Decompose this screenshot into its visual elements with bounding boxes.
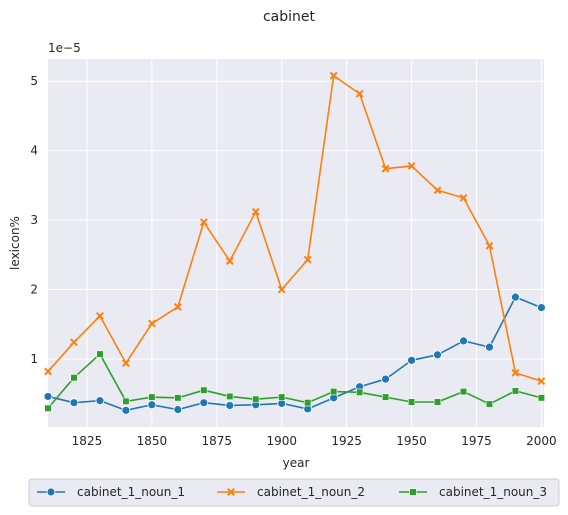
data-point bbox=[43, 392, 53, 401]
y-offset-label: 1e−5 bbox=[48, 41, 81, 55]
data-point bbox=[459, 336, 468, 346]
data-point bbox=[407, 398, 416, 406]
data-point bbox=[511, 387, 520, 395]
legend-item-2: cabinet_1_noun_2 bbox=[217, 485, 365, 499]
data-point bbox=[407, 162, 416, 170]
legend-item-3: cabinet_1_noun_3 bbox=[399, 485, 547, 499]
legend-box bbox=[28, 478, 560, 507]
data-point bbox=[511, 368, 520, 377]
series-cabinet_1_noun_3 bbox=[44, 350, 546, 412]
data-point bbox=[173, 302, 182, 311]
y-tick-label: 2 bbox=[30, 283, 38, 297]
legend-marker bbox=[227, 488, 235, 496]
series-cabinet_1_noun_2 bbox=[44, 71, 546, 386]
x-axis-ticks: 1825 1850 1875 1900 1925 1950 1975 2000 bbox=[72, 434, 557, 448]
series-layer bbox=[43, 71, 546, 415]
x-tick-label: 1825 bbox=[72, 434, 103, 448]
data-point bbox=[303, 255, 312, 264]
legend-item-1: cabinet_1_noun_1 bbox=[37, 485, 185, 499]
data-point bbox=[381, 393, 390, 401]
data-point bbox=[44, 367, 52, 376]
data-point bbox=[433, 186, 442, 195]
x-tick-label: 1850 bbox=[137, 434, 168, 448]
data-point bbox=[485, 342, 494, 352]
data-point bbox=[70, 338, 78, 347]
data-point bbox=[44, 404, 52, 412]
legend-items: cabinet_1_noun_1 cabinet_1_noun_2 cabinet_… bbox=[37, 485, 547, 499]
data-point bbox=[147, 400, 157, 410]
data-point bbox=[121, 359, 130, 368]
data-point bbox=[251, 207, 260, 216]
data-point bbox=[511, 292, 520, 302]
data-point bbox=[433, 350, 442, 360]
data-point bbox=[147, 319, 156, 328]
data-point bbox=[485, 241, 494, 250]
data-point bbox=[174, 394, 182, 402]
legend-marker bbox=[46, 487, 56, 497]
data-point bbox=[200, 386, 208, 394]
data-point bbox=[225, 401, 235, 410]
data-point bbox=[459, 193, 468, 202]
legend-label: cabinet_1_noun_3 bbox=[439, 485, 547, 499]
data-point bbox=[95, 396, 105, 406]
y-tick-label: 1 bbox=[30, 352, 38, 366]
x-tick-label: 1900 bbox=[266, 434, 297, 448]
series-line bbox=[47, 353, 542, 409]
data-point bbox=[199, 398, 209, 408]
legend-marker bbox=[409, 488, 417, 496]
y-tick-label: 3 bbox=[30, 213, 38, 227]
y-tick-label: 4 bbox=[30, 144, 38, 158]
data-point bbox=[459, 387, 468, 396]
data-point bbox=[69, 398, 79, 408]
x-tick-label: 1950 bbox=[396, 434, 427, 448]
series-line bbox=[47, 296, 542, 412]
data-point bbox=[96, 350, 104, 358]
data-point bbox=[122, 397, 130, 405]
data-point bbox=[356, 388, 364, 396]
data-point bbox=[355, 89, 364, 98]
data-point bbox=[330, 387, 338, 396]
data-point bbox=[278, 393, 286, 401]
data-point bbox=[148, 393, 156, 401]
data-point bbox=[252, 395, 260, 403]
data-point bbox=[225, 257, 234, 265]
series-line bbox=[47, 74, 542, 382]
data-point bbox=[329, 71, 338, 80]
data-point bbox=[537, 303, 546, 312]
grid bbox=[48, 59, 544, 427]
y-axis-label: lexicon% bbox=[8, 216, 22, 270]
data-point bbox=[537, 377, 546, 386]
legend-label: cabinet_1_noun_2 bbox=[257, 485, 365, 499]
legend: cabinet_1_noun_1 cabinet_1_noun_2 cabinet_… bbox=[28, 478, 560, 507]
chart-title: cabinet bbox=[263, 9, 316, 25]
y-axis-ticks: 1 2 3 4 5 bbox=[30, 74, 38, 366]
data-point bbox=[173, 405, 183, 415]
x-tick-label: 1975 bbox=[461, 434, 492, 448]
data-point bbox=[96, 311, 104, 320]
data-point bbox=[485, 400, 494, 408]
data-point bbox=[199, 218, 208, 227]
x-tick-label: 1925 bbox=[331, 434, 362, 448]
plot-background bbox=[48, 59, 544, 427]
x-axis-label: year bbox=[283, 456, 310, 470]
y-tick-label: 5 bbox=[30, 74, 38, 88]
x-tick-label: 2000 bbox=[526, 434, 557, 448]
legend-label: cabinet_1_noun_1 bbox=[77, 485, 185, 499]
data-point bbox=[381, 164, 390, 173]
data-point bbox=[226, 392, 234, 401]
data-point bbox=[433, 398, 442, 406]
data-point bbox=[70, 374, 78, 382]
data-point bbox=[277, 285, 286, 294]
data-point bbox=[537, 394, 546, 402]
data-point bbox=[381, 374, 390, 384]
x-tick-label: 1875 bbox=[202, 434, 233, 448]
data-point bbox=[304, 399, 312, 407]
data-point bbox=[407, 355, 416, 365]
data-point bbox=[121, 405, 131, 415]
